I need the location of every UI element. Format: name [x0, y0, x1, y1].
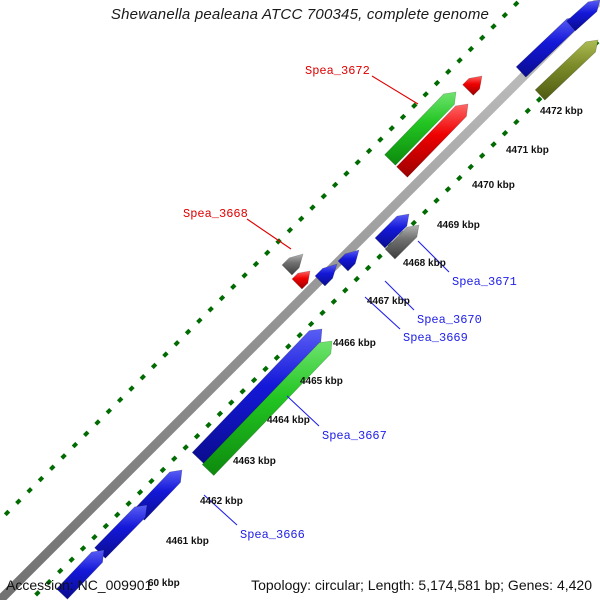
- label-leader-line: [203, 494, 238, 526]
- tick-label: 60 kbp: [148, 578, 180, 589]
- gene-label-spea_3670[interactable]: Spea_3670: [417, 313, 482, 327]
- label-leader-line: [417, 240, 450, 273]
- tick-label: 4468 kbp: [403, 258, 446, 269]
- feature-red-small-top[interactable]: [462, 75, 483, 96]
- tick-track-inner: [0, 0, 523, 523]
- label-leader-line: [371, 75, 419, 105]
- gene-feature-layer: [56, 0, 600, 600]
- gene-spea-3667-green[interactable]: [201, 340, 333, 476]
- page-title: Shewanella pealeana ATCC 700345, complet…: [110, 6, 490, 23]
- gene-label-spea_3666[interactable]: Spea_3666: [240, 528, 305, 542]
- tick-label: 4462 kbp: [200, 496, 243, 507]
- gene-spea-3667-blue[interactable]: [191, 328, 323, 464]
- tick-label: 4469 kbp: [437, 220, 480, 231]
- tick-label: 4472 kbp: [540, 106, 583, 117]
- tick-label: 4464 kbp: [267, 415, 310, 426]
- tick-label: 4470 kbp: [472, 180, 515, 191]
- accession-text: Accession: NC_009901: [6, 577, 153, 593]
- tick-label: 4466 kbp: [333, 338, 376, 349]
- tick-label: 4461 kbp: [166, 536, 209, 547]
- label-leader-line: [246, 218, 292, 250]
- feature-blue-3670[interactable]: [337, 249, 360, 272]
- gene-spea-3672-green[interactable]: [384, 91, 457, 166]
- feature-gray-3668[interactable]: [281, 253, 304, 276]
- feature-blue-edge-top[interactable]: [566, 0, 600, 32]
- status-bar: Accession: NC_009901 Topology: circular;…: [0, 568, 600, 600]
- label-leader-layer: [203, 75, 450, 526]
- feature-blue-3671[interactable]: [374, 213, 410, 249]
- genome-summary-text: Topology: circular; Length: 5,174,581 bp…: [251, 577, 592, 593]
- gene-spea-3672-red[interactable]: [396, 103, 469, 178]
- label-leader-line: [384, 280, 415, 311]
- feature-blue-bottom[interactable]: [56, 549, 105, 600]
- tick-label: 4471 kbp: [506, 145, 549, 156]
- feature-blue-lower[interactable]: [94, 504, 148, 559]
- tick-label: 4465 kbp: [300, 376, 343, 387]
- tick-track-outer: [27, 36, 600, 600]
- feature-red-3668[interactable]: [291, 270, 311, 290]
- feature-gray-3671[interactable]: [384, 224, 420, 260]
- gene-label-spea_3672[interactable]: Spea_3672: [305, 64, 370, 78]
- gene-label-spea_3668[interactable]: Spea_3668: [183, 207, 248, 221]
- label-leader-line: [364, 296, 401, 330]
- gene-label-spea_3669[interactable]: Spea_3669: [403, 331, 468, 345]
- feature-blue-3669[interactable]: [314, 263, 338, 287]
- tick-label: 4463 kbp: [233, 456, 276, 467]
- gene-label-spea_3667[interactable]: Spea_3667: [322, 429, 387, 443]
- gene-label-spea_3671[interactable]: Spea_3671: [452, 275, 517, 289]
- tick-label: 4467 kbp: [367, 296, 410, 307]
- feature-olive-topright[interactable]: [534, 39, 599, 101]
- label-leader-line: [286, 395, 320, 427]
